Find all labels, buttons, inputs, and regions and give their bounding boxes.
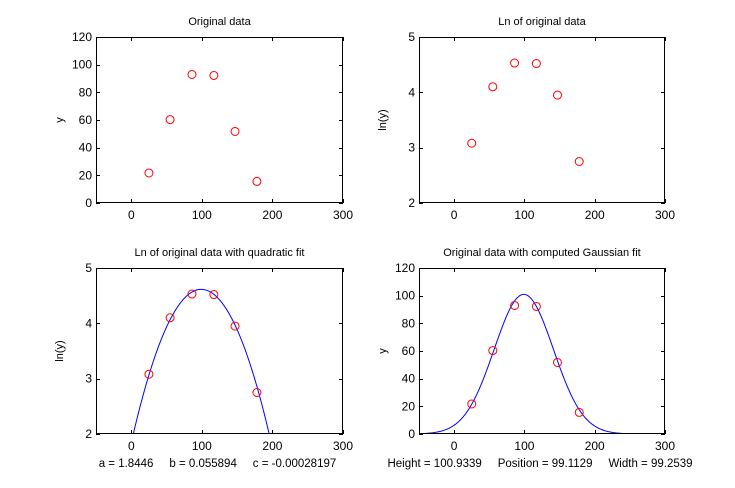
y-axis-label: y bbox=[54, 117, 66, 123]
x-tick-label: 100 bbox=[192, 439, 212, 453]
data-point-marker bbox=[209, 70, 219, 80]
fit-parameters-annotation: Height = 100.9339 Position = 99.1129 Wid… bbox=[387, 458, 692, 470]
data-point-marker bbox=[510, 58, 520, 68]
y-axis-label: ln(y) bbox=[54, 340, 66, 361]
data-point-marker bbox=[165, 313, 175, 323]
data-point-marker bbox=[252, 388, 262, 397]
plot-area bbox=[96, 268, 343, 434]
subplot-1: 0 100 200 300 0 20 40 60 80 100 120 Original data y bbox=[54, 16, 353, 222]
axes-box bbox=[419, 37, 665, 203]
x-tick-label: 100 bbox=[192, 208, 212, 222]
subplot-title: Ln of original data bbox=[498, 16, 586, 28]
y-tick-label: 4 bbox=[85, 316, 92, 330]
y-axis-label: y bbox=[377, 348, 389, 354]
x-tick-label: 200 bbox=[585, 208, 605, 222]
axes-box bbox=[96, 268, 343, 434]
subplot-3: 0 100 200 300 2 3 4 5 Ln of original data with q… bbox=[54, 247, 353, 470]
y-tick-label: 3 bbox=[85, 372, 92, 386]
data-point-marker bbox=[187, 69, 197, 79]
data-point-marker bbox=[552, 357, 562, 367]
data-point-marker bbox=[574, 407, 584, 417]
x-tick-label: 100 bbox=[514, 439, 534, 453]
y-tick-label: 2 bbox=[408, 196, 415, 210]
data-point-marker bbox=[467, 399, 477, 409]
data-point-marker bbox=[209, 290, 219, 300]
y-tick-label: 2 bbox=[85, 427, 92, 441]
y-tick-label: 4 bbox=[408, 85, 415, 99]
y-tick-label: 20 bbox=[79, 168, 93, 182]
data-point-marker bbox=[488, 346, 498, 356]
data-point-marker bbox=[488, 82, 498, 92]
y-axis-label: ln(y) bbox=[377, 109, 389, 130]
data-point-marker bbox=[230, 126, 240, 136]
data-point-marker bbox=[144, 369, 154, 379]
y-tick-label: 5 bbox=[408, 30, 415, 44]
x-tick-label: 0 bbox=[451, 439, 458, 453]
data-point-marker bbox=[574, 157, 584, 166]
data-point-marker bbox=[552, 90, 562, 100]
x-tick-label: 300 bbox=[333, 208, 353, 222]
x-tick-label: 0 bbox=[451, 208, 458, 222]
x-tick-label: 200 bbox=[585, 439, 605, 453]
data-point-marker bbox=[165, 115, 175, 125]
y-tick-label: 20 bbox=[402, 399, 416, 413]
subplot-4: 0 100 200 300 0 20 40 60 80 100 120 Original data w… bbox=[377, 247, 693, 470]
plot-area bbox=[419, 37, 665, 203]
y-tick-label: 100 bbox=[72, 58, 92, 72]
data-point-marker bbox=[531, 59, 541, 69]
fit-parameters-annotation: a = 1.8446 b = 0.055894 c = -0.00028197 bbox=[99, 458, 337, 470]
plot-area bbox=[419, 268, 665, 434]
subplot-title: Original data with computed Gaussian fit bbox=[443, 247, 641, 259]
y-tick-label: 0 bbox=[408, 427, 415, 441]
data-point-marker bbox=[252, 176, 262, 186]
x-tick-label: 300 bbox=[655, 439, 675, 453]
subplot-title: Original data bbox=[188, 16, 251, 28]
x-tick-label: 0 bbox=[128, 208, 135, 222]
y-tick-label: 100 bbox=[395, 289, 415, 303]
x-tick-label: 0 bbox=[128, 439, 135, 453]
data-point-marker bbox=[531, 301, 541, 311]
x-tick-label: 300 bbox=[655, 208, 675, 222]
y-tick-label: 80 bbox=[79, 85, 93, 99]
plot-area bbox=[96, 37, 343, 203]
y-tick-label: 60 bbox=[79, 113, 93, 127]
y-tick-label: 40 bbox=[402, 372, 416, 386]
y-tick-label: 80 bbox=[402, 316, 416, 330]
y-tick-label: 60 bbox=[402, 344, 416, 358]
y-tick-label: 0 bbox=[85, 196, 92, 210]
y-tick-label: 3 bbox=[408, 141, 415, 155]
quadratic-fit-line bbox=[132, 288, 270, 434]
data-point-marker bbox=[467, 138, 477, 148]
data-point-marker bbox=[230, 321, 240, 331]
data-point-marker bbox=[187, 289, 197, 299]
x-tick-label: 200 bbox=[262, 439, 282, 453]
x-tick-label: 300 bbox=[333, 439, 353, 453]
x-tick-label: 100 bbox=[514, 208, 534, 222]
data-point-marker bbox=[510, 300, 520, 310]
y-tick-label: 40 bbox=[79, 141, 93, 155]
y-tick-label: 5 bbox=[85, 261, 92, 275]
data-point-marker bbox=[144, 168, 154, 178]
y-tick-label: 120 bbox=[72, 30, 92, 44]
x-tick-label: 200 bbox=[262, 208, 282, 222]
y-tick-label: 120 bbox=[395, 261, 415, 275]
subplot-2: 0 100 200 300 2 3 4 5 Ln of original data ln(y) bbox=[377, 16, 675, 222]
subplot-title: Ln of original data with quadratic fit bbox=[135, 247, 305, 259]
